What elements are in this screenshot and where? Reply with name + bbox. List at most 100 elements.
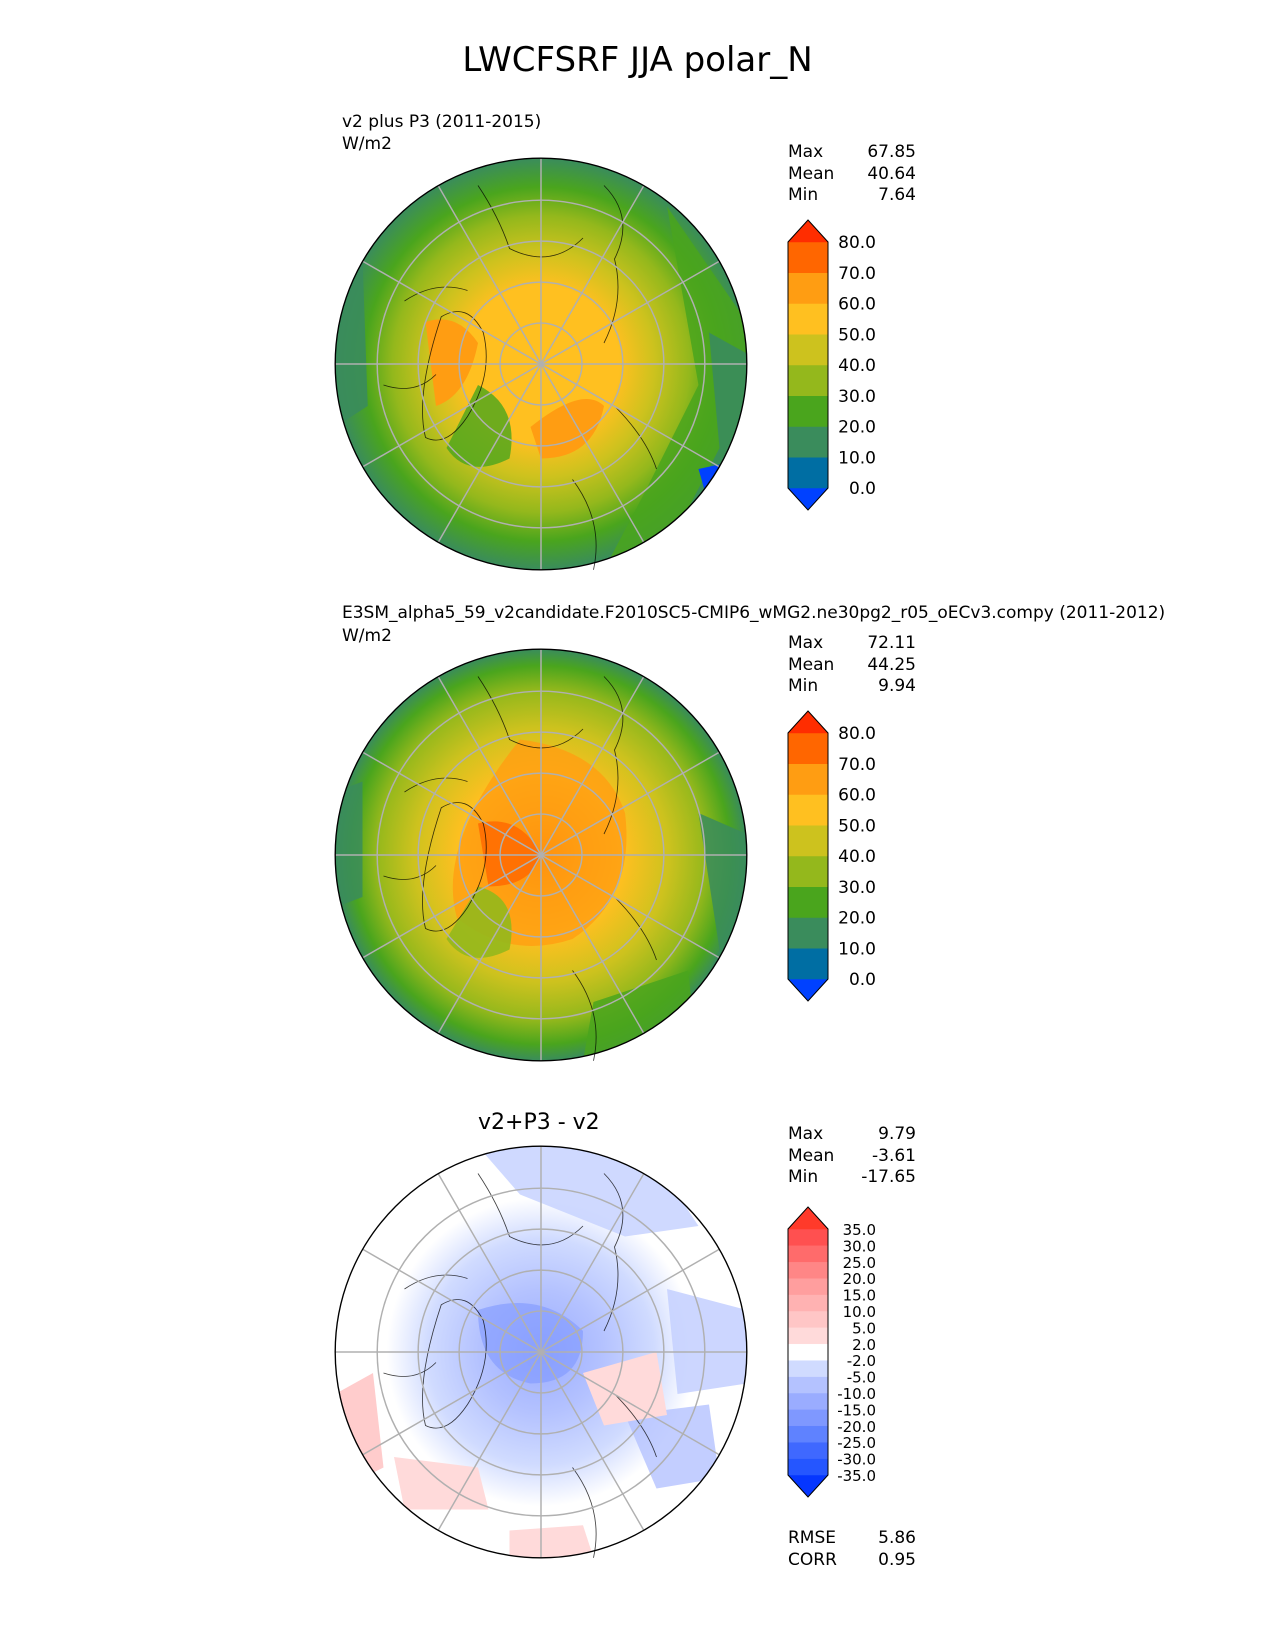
colorbar-tick-label: 20.0 bbox=[843, 1270, 876, 1288]
field-patch bbox=[667, 1289, 747, 1394]
colorbar-outline bbox=[787, 219, 829, 511]
stat-corr-label: CORR bbox=[788, 1549, 837, 1570]
field-patch bbox=[478, 821, 541, 887]
colorbar-tick-label: 35.0 bbox=[843, 1221, 876, 1239]
colorbar-reference: 0.0 10.0 20.0 30.0 40.0 50.0 60.0 70.0 80.0 bbox=[787, 710, 876, 1002]
panel-test-subtitle: v2 plus P3 (2011-2015) bbox=[342, 112, 542, 132]
colorbar-segment bbox=[787, 334, 829, 366]
colorbar-segment bbox=[787, 1376, 829, 1394]
colorbar-segment bbox=[787, 272, 829, 304]
colorbar-tick-label: 15.0 bbox=[843, 1287, 876, 1305]
colorbar-segment bbox=[787, 917, 829, 949]
colorbar-segment bbox=[787, 1206, 829, 1230]
colorbar-tick-label: 0.0 bbox=[849, 479, 876, 499]
colorbar-tick-label: 5.0 bbox=[852, 1319, 876, 1337]
panel-difference-extra-stats: RMSE 5.86 CORR 0.95 bbox=[788, 1528, 916, 1571]
colorbar-segment bbox=[787, 948, 829, 980]
colorbar-tick-label: 40.0 bbox=[838, 847, 876, 867]
colorbar-tick-label: -5.0 bbox=[847, 1369, 876, 1387]
colorbar-segment bbox=[787, 364, 829, 396]
map-boundary bbox=[334, 157, 748, 571]
colorbar-segment bbox=[787, 1294, 829, 1312]
stat-mean-value: 44.25 bbox=[867, 654, 916, 675]
colorbar-tick-label: 70.0 bbox=[838, 264, 876, 284]
colorbar-tick-label: -10.0 bbox=[837, 1385, 876, 1403]
colorbar-tick-label: -15.0 bbox=[837, 1401, 876, 1419]
colorbar-segment bbox=[787, 978, 829, 1002]
stat-min-value: -17.65 bbox=[861, 1167, 916, 1187]
polar-map-test bbox=[334, 157, 748, 571]
colorbar-tick-label: 80.0 bbox=[838, 233, 876, 253]
colorbar-segment bbox=[787, 303, 829, 335]
field-patch bbox=[425, 319, 478, 406]
coastlines bbox=[383, 676, 657, 1061]
colorbar-segment bbox=[787, 395, 829, 427]
colorbar-tick-label: 10.0 bbox=[838, 448, 876, 468]
colorbar-segment bbox=[787, 855, 829, 887]
field-patch bbox=[625, 1404, 720, 1489]
panel-reference-units: W/m2 bbox=[342, 626, 392, 646]
colorbar-tick-label: 60.0 bbox=[838, 295, 876, 315]
field-patch bbox=[698, 458, 747, 570]
stat-mean-label: Mean bbox=[788, 1145, 835, 1166]
colorbar-tick-label: 80.0 bbox=[838, 724, 876, 744]
colorbar-segment bbox=[787, 1409, 829, 1427]
colorbar-segment bbox=[787, 763, 829, 795]
colorbar-tick-label: -35.0 bbox=[837, 1467, 876, 1485]
stat-min-value: 7.64 bbox=[878, 185, 916, 205]
panel-reference-subtitle: E3SM_alpha5_59_v2candidate.F2010SC5-CMIP… bbox=[342, 603, 1166, 623]
panel-difference-stats: Max 9.79 Mean -3.61 Min -17.65 bbox=[788, 1124, 916, 1189]
colorbar-segment bbox=[787, 732, 829, 764]
colorbar-tick-label: 50.0 bbox=[838, 325, 876, 345]
stat-max-value: 67.85 bbox=[867, 142, 916, 162]
coastlines bbox=[383, 1173, 657, 1558]
colorbar-segment bbox=[787, 241, 829, 273]
panel-reference-stats: Max 72.11 Mean 44.25 Min 9.94 bbox=[788, 633, 916, 698]
colorbar-tick-label: 50.0 bbox=[838, 816, 876, 836]
colorbar-tick-label: 40.0 bbox=[838, 356, 876, 376]
colorbar-tick-label: 20.0 bbox=[838, 418, 876, 438]
stat-rmse-label: RMSE bbox=[788, 1528, 837, 1548]
field-patch bbox=[335, 781, 363, 908]
colorbar-segment bbox=[787, 219, 829, 243]
field-patch bbox=[446, 886, 512, 958]
colorbar-segment bbox=[787, 1359, 829, 1377]
stat-max-label: Max bbox=[788, 142, 824, 162]
panel-difference-title: v2+P3 - v2 bbox=[478, 1110, 600, 1135]
colorbar-tick-label: 20.0 bbox=[838, 909, 876, 929]
map-boundary bbox=[334, 1145, 748, 1559]
stat-max-value: 72.11 bbox=[867, 633, 916, 653]
colorbar-segment bbox=[787, 1310, 829, 1328]
stat-mean-label: Mean bbox=[788, 163, 835, 184]
stat-max-label: Max bbox=[788, 633, 824, 653]
stat-mean-value: 40.64 bbox=[867, 163, 916, 184]
polar-map-reference bbox=[334, 648, 748, 1062]
colorbar-segment bbox=[787, 1327, 829, 1345]
stat-min-label: Min bbox=[788, 676, 819, 696]
stat-min-label: Min bbox=[788, 185, 819, 205]
colorbar-segment bbox=[787, 426, 829, 458]
colorbar-tick-label: 10.0 bbox=[838, 939, 876, 959]
field-patch bbox=[452, 739, 627, 946]
colorbar-outline bbox=[787, 710, 829, 1002]
colorbar-segment bbox=[787, 1261, 829, 1279]
field-patch bbox=[530, 399, 604, 459]
colorbar-segment bbox=[787, 1343, 829, 1361]
panel-test-units: W/m2 bbox=[342, 134, 392, 154]
colorbar-tick-label: 25.0 bbox=[843, 1254, 876, 1272]
stat-mean-label: Mean bbox=[788, 654, 835, 675]
colorbar-segment bbox=[787, 794, 829, 826]
colorbar-segment bbox=[787, 1277, 829, 1295]
colorbar-tick-label: -25.0 bbox=[837, 1434, 876, 1452]
field-patch bbox=[478, 1303, 583, 1384]
colorbar-segment bbox=[787, 886, 829, 918]
colorbar-tick-label: -30.0 bbox=[837, 1451, 876, 1469]
field-patch bbox=[446, 385, 512, 467]
colorbar-segment bbox=[787, 457, 829, 489]
colorbar-tick-label: 70.0 bbox=[838, 755, 876, 775]
stat-max-value: 9.79 bbox=[878, 1124, 916, 1144]
field-patch bbox=[509, 1525, 594, 1558]
stat-max-label: Max bbox=[788, 1124, 824, 1144]
colorbar-tick-label: 2.0 bbox=[852, 1336, 876, 1354]
polar-map-difference bbox=[334, 1145, 748, 1559]
